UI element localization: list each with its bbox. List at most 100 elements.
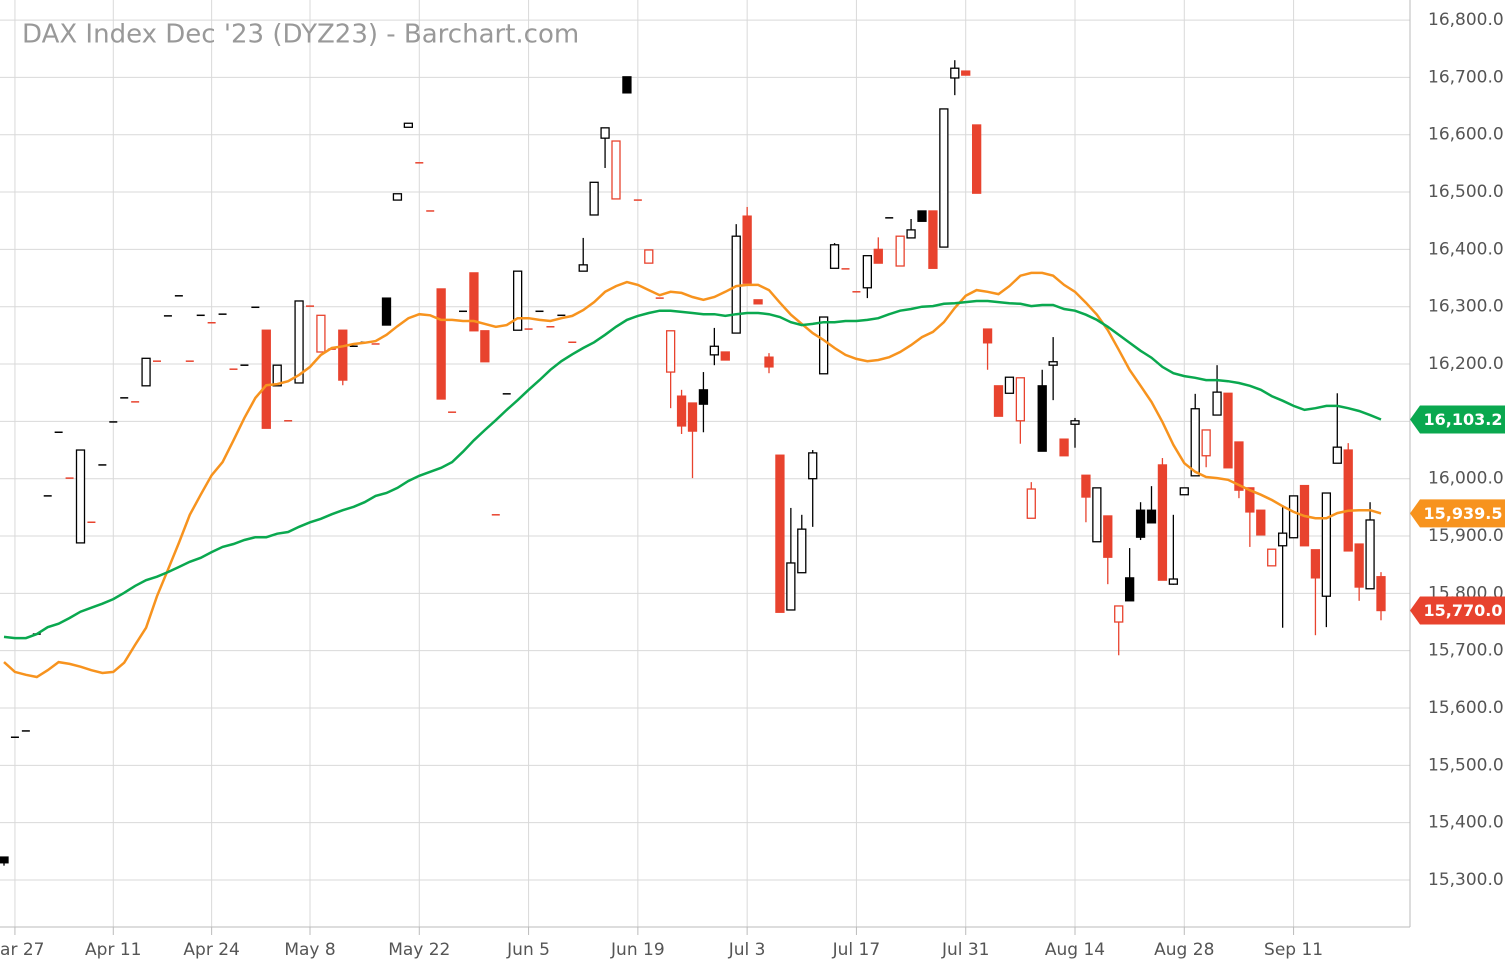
y-tick-label: 15,500.0 <box>1428 755 1504 775</box>
y-tick-label: 15,400.0 <box>1428 813 1504 833</box>
candle-body <box>808 452 818 480</box>
candle-body <box>906 229 916 239</box>
moving-average-line <box>3 299 1382 640</box>
candle-body <box>1179 487 1189 496</box>
candle-body <box>1212 391 1222 416</box>
x-tick-label: Jul 17 <box>832 940 881 960</box>
candle-body <box>665 330 676 373</box>
candle-body <box>611 140 621 200</box>
candle-body <box>917 210 927 222</box>
y-tick-label: 15,300.0 <box>1428 870 1504 890</box>
candle-body <box>261 329 271 429</box>
candle-body <box>338 329 348 381</box>
x-tick-label: Aug 14 <box>1045 940 1105 960</box>
y-tick-label: 16,700.0 <box>1428 67 1504 87</box>
candle-body <box>1223 392 1233 469</box>
candle-body <box>622 76 632 94</box>
y-tick-label: 16,400.0 <box>1428 239 1504 259</box>
last-value-label: 16,103.2 <box>1424 410 1503 429</box>
candle-body <box>709 345 720 356</box>
y-tick-label: 16,000.0 <box>1428 469 1504 489</box>
candle-body <box>775 454 785 613</box>
y-tick-label: 16,200.0 <box>1428 354 1504 374</box>
candle-body <box>1135 509 1146 538</box>
candle-body <box>1026 488 1036 519</box>
plot <box>0 60 1386 866</box>
candle-body <box>600 127 610 139</box>
candle-body <box>294 300 304 384</box>
candle-body <box>1048 361 1058 366</box>
x-tick-label: Mar 27 <box>0 940 44 960</box>
candle-body <box>392 193 403 201</box>
candle-body <box>1092 487 1102 543</box>
grid <box>0 0 1410 927</box>
candle-body <box>1059 438 1069 457</box>
last-value-label: 15,770.0 <box>1424 601 1503 620</box>
candle-body <box>764 356 774 368</box>
candle-body <box>971 124 982 194</box>
candle-body <box>0 856 9 864</box>
candle-body <box>720 351 730 361</box>
candle-body <box>403 122 414 128</box>
candle-body <box>1037 385 1047 452</box>
y-tick-label: 16,800.0 <box>1428 10 1504 30</box>
candle-body <box>589 181 599 216</box>
y-tick-label: 16,600.0 <box>1428 125 1504 145</box>
x-tick-label: May 22 <box>388 940 450 960</box>
candle-body <box>1015 377 1026 422</box>
x-tick-label: May 8 <box>284 940 335 960</box>
candle-body <box>742 215 752 284</box>
candle-body <box>316 314 326 353</box>
chart-title: DAX Index Dec '23 (DYZ23) - Barchart.com <box>22 20 579 50</box>
candle-body <box>1004 376 1015 394</box>
candle-body <box>469 272 479 332</box>
candle-body <box>786 562 796 611</box>
candle-body <box>1168 578 1179 585</box>
last-value-badge <box>1410 596 1505 625</box>
candle-body <box>1332 446 1342 464</box>
candle-body <box>644 249 654 264</box>
x-tick-label: Apr 24 <box>183 940 239 960</box>
candle-body <box>141 357 151 387</box>
candle-body <box>950 67 960 79</box>
candle-body <box>1124 577 1135 602</box>
candle-body <box>1267 548 1277 567</box>
candle-body <box>687 402 698 432</box>
y-tick-label: 15,700.0 <box>1428 641 1504 661</box>
x-tick-label: Jun 5 <box>506 940 550 960</box>
last-value-badge <box>1410 405 1505 434</box>
candle-body <box>1081 474 1091 498</box>
candle-body <box>1157 464 1168 581</box>
candle-body <box>512 270 523 331</box>
candle-body <box>1277 532 1288 547</box>
x-tick-label: Aug 28 <box>1154 940 1214 960</box>
x-tick-label: Jul 3 <box>728 940 766 960</box>
last-value-label: 15,939.5 <box>1424 504 1503 523</box>
last-value-badge <box>1410 499 1505 528</box>
candle-body <box>1245 487 1255 513</box>
candle-body <box>797 528 807 574</box>
x-tick-label: Jul 31 <box>941 940 990 960</box>
y-tick-label: 16,500.0 <box>1428 182 1504 202</box>
candle-body <box>1256 509 1266 536</box>
candle-body <box>993 385 1004 417</box>
candle-body <box>698 389 709 405</box>
candle-body <box>272 364 282 387</box>
candle-body <box>928 210 938 269</box>
candle-body <box>1365 519 1375 590</box>
candle-body <box>1114 605 1124 623</box>
candle-body <box>1070 420 1080 425</box>
y-tick-label: 16,300.0 <box>1428 297 1504 317</box>
y-tick-label: 15,600.0 <box>1428 698 1504 718</box>
candle-body <box>982 328 993 344</box>
candle-body <box>939 108 949 248</box>
candle-body <box>1376 576 1386 612</box>
candle-body <box>1354 543 1364 588</box>
candle-body <box>480 330 490 363</box>
x-tick-label: Jun 19 <box>610 940 665 960</box>
candle-body <box>862 255 873 289</box>
moving-average-line <box>3 271 1382 679</box>
candle-body <box>895 235 905 267</box>
